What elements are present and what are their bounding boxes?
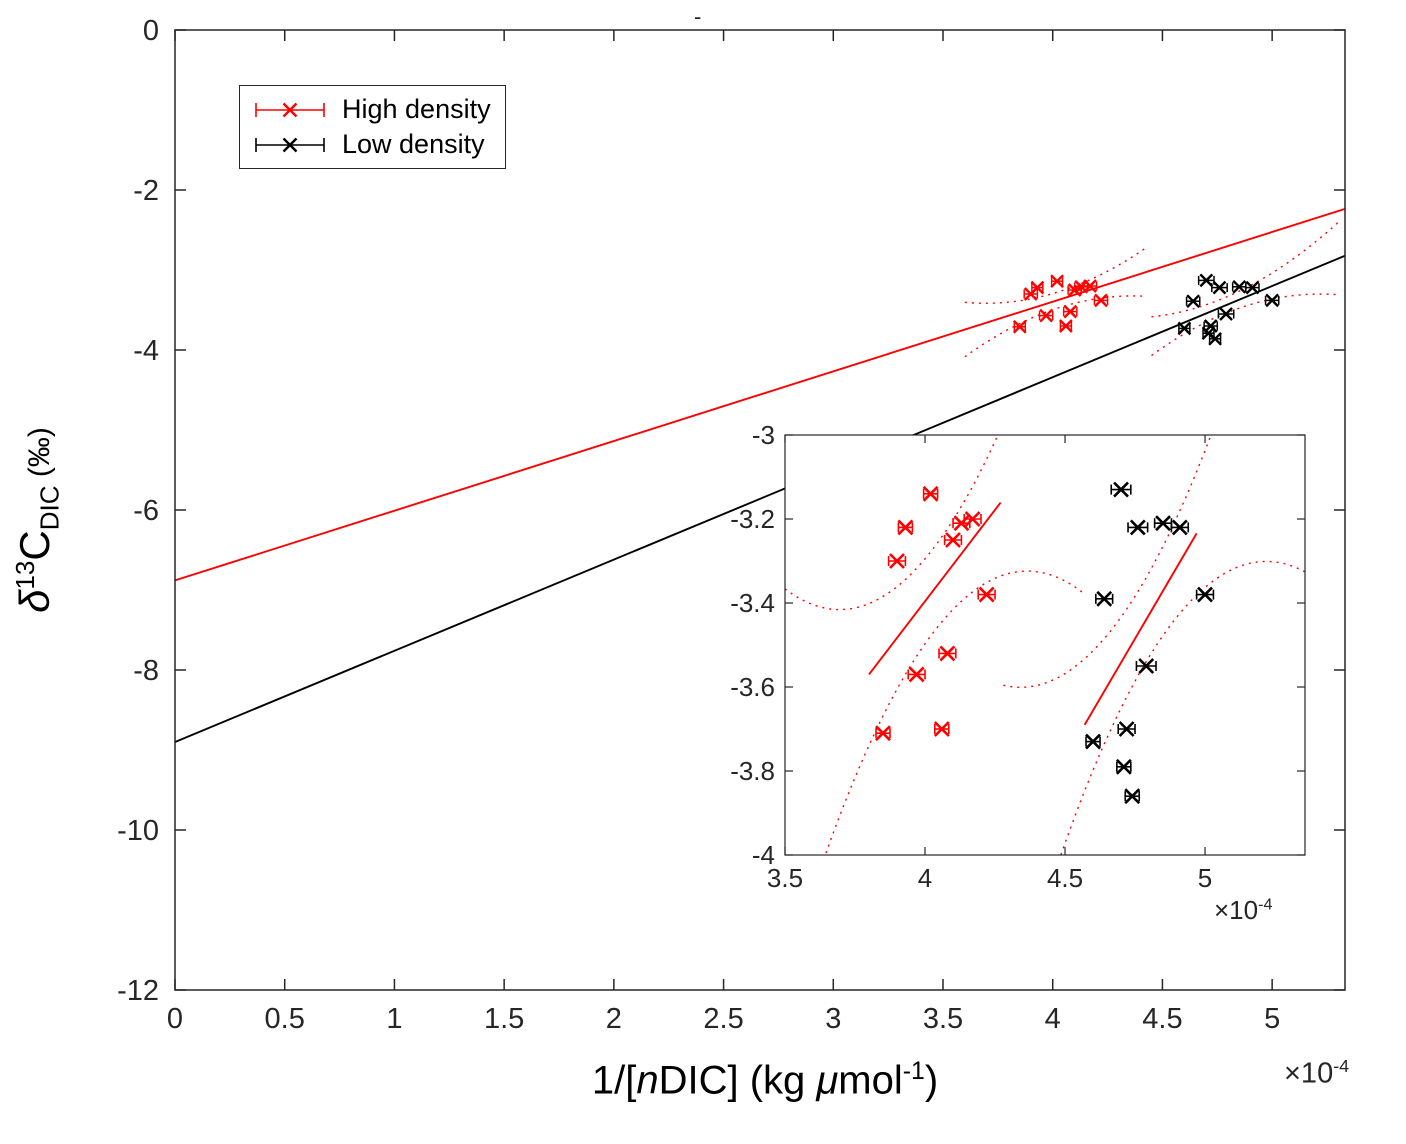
low-density-fit-line [1083,532,1198,726]
inset-y-tick-label: -3.6 [730,672,775,702]
inset-x-tick-label: 4 [918,863,932,893]
data-point-x-marker [875,725,891,742]
data-point-x-marker [1197,586,1213,603]
inset-axes-frame [784,434,1306,856]
inset-x-tick-label: 3.5 [767,863,803,893]
main-x-tick-label: 1.5 [484,1003,524,1035]
inset-y-tick-label: -3.4 [730,588,775,618]
main-x-tick-label: 1 [386,1003,402,1035]
inset-x-axis-exponent: ×10-4 [1214,895,1273,925]
data-point-x-marker [1039,308,1053,323]
main-y-tick-label: -8 [133,655,159,687]
main-x-tick-label: 2.5 [703,1003,743,1035]
data-point-x-marker [1113,481,1129,498]
low-density-fit-line [175,254,1345,743]
data-point-x-marker [933,721,950,737]
main-y-tick-label: -6 [133,495,159,527]
inset-y-tick-label: -3.8 [730,756,775,786]
data-point-x-marker [1063,304,1078,319]
errorbar-x-symbol-red [255,102,325,117]
data-point-x-marker [1186,294,1200,309]
data-point-x-marker [1085,733,1101,750]
data-point-x-marker [1171,519,1188,536]
data-point-x-marker [978,586,995,603]
high-density-fit-confidence-band [964,248,1146,305]
main-x-tick-label: 4 [1045,1003,1061,1035]
data-point-x-marker [1177,321,1192,336]
main-x-tick-label: 0 [167,1003,183,1035]
data-point-x-marker [897,519,914,536]
data-point-x-marker [889,553,905,569]
high-density-fit-confidence-band [964,295,1145,358]
inset-x-tick-label: 4.5 [1047,863,1083,893]
x-axis-exponent: ×10-4 [1284,1056,1350,1090]
data-point-x-marker [1094,293,1108,308]
main-plot-data [175,207,1345,743]
high-density-fit-line [175,207,1345,582]
data-point-x-marker [1115,758,1132,775]
high-density-fit-line [868,501,1002,676]
data-point-x-marker [1030,280,1045,295]
data-point-x-marker [908,666,925,683]
main-x-tick-label: 2 [606,1003,622,1035]
x-axis-label: 1/[nDIC] (kg μmol-1) [591,1058,939,1103]
data-point-x-marker [964,511,981,527]
data-point-x-marker [1199,273,1214,288]
data-point-x-marker [1083,279,1097,293]
errorbar-x-symbol-black [255,137,325,152]
main-x-tick-label: 5 [1264,1003,1280,1035]
main-y-tick-label: -10 [117,815,159,847]
low-density-fit-confidence-band [1151,293,1339,357]
main-y-tick-label: 0 [143,15,159,47]
low-density-points-inset [1085,481,1215,805]
main-x-tick-label: 4.5 [1142,1003,1182,1035]
data-point-x-marker [1012,319,1027,334]
data-point-x-marker [1138,658,1155,674]
data-point-x-marker [1096,590,1113,607]
main-x-tick-label: 3.5 [923,1003,963,1035]
data-point-x-marker [922,485,939,502]
inset-background [785,435,1305,855]
data-point-x-marker [1212,280,1227,295]
main-y-tick-label: -12 [117,975,159,1007]
low-density-points-main [1177,273,1280,346]
title-mark: - [694,4,702,29]
legend-item-low-density[interactable]: Low density [250,129,491,160]
main-x-tick-label: 3 [825,1003,841,1035]
data-point-x-marker [939,645,956,662]
data-point-x-marker [1245,280,1260,295]
inset-x-tick-label: 5 [1198,863,1212,893]
data-point-x-marker [1265,293,1279,308]
inset-y-tick-label: -3.2 [730,504,775,534]
data-point-x-marker [1219,307,1233,321]
inset-y-tick-label: -3 [752,420,775,450]
data-point-x-marker [1208,331,1222,346]
legend-item-high-density[interactable]: High density [250,94,491,125]
data-point-x-marker [1129,519,1146,536]
data-point-x-marker [1155,515,1171,532]
high-density-points-inset [875,485,996,742]
inset-plot-data [785,435,1305,855]
y-axis-label: δ13CDIC (‰) [10,427,65,613]
data-point-x-marker [945,532,961,548]
main-y-tick-label: -4 [133,335,159,367]
legend-label-low-density: Low density [342,129,485,159]
data-point-x-marker [1118,721,1135,737]
data-point-x-marker [1203,319,1218,333]
data-point-x-marker [1059,319,1073,333]
data-point-x-marker [1232,279,1247,294]
legend[interactable]: High density Low density [239,85,506,169]
high-density-points-main [1012,274,1109,334]
inset-y-tick-label: -4 [752,840,775,870]
data-point-x-marker [1124,788,1141,805]
main-x-tick-label: 0.5 [265,1003,305,1035]
main-y-tick-label: -2 [133,175,159,207]
legend-label-high-density: High density [342,94,491,124]
data-point-x-marker [1050,274,1064,289]
